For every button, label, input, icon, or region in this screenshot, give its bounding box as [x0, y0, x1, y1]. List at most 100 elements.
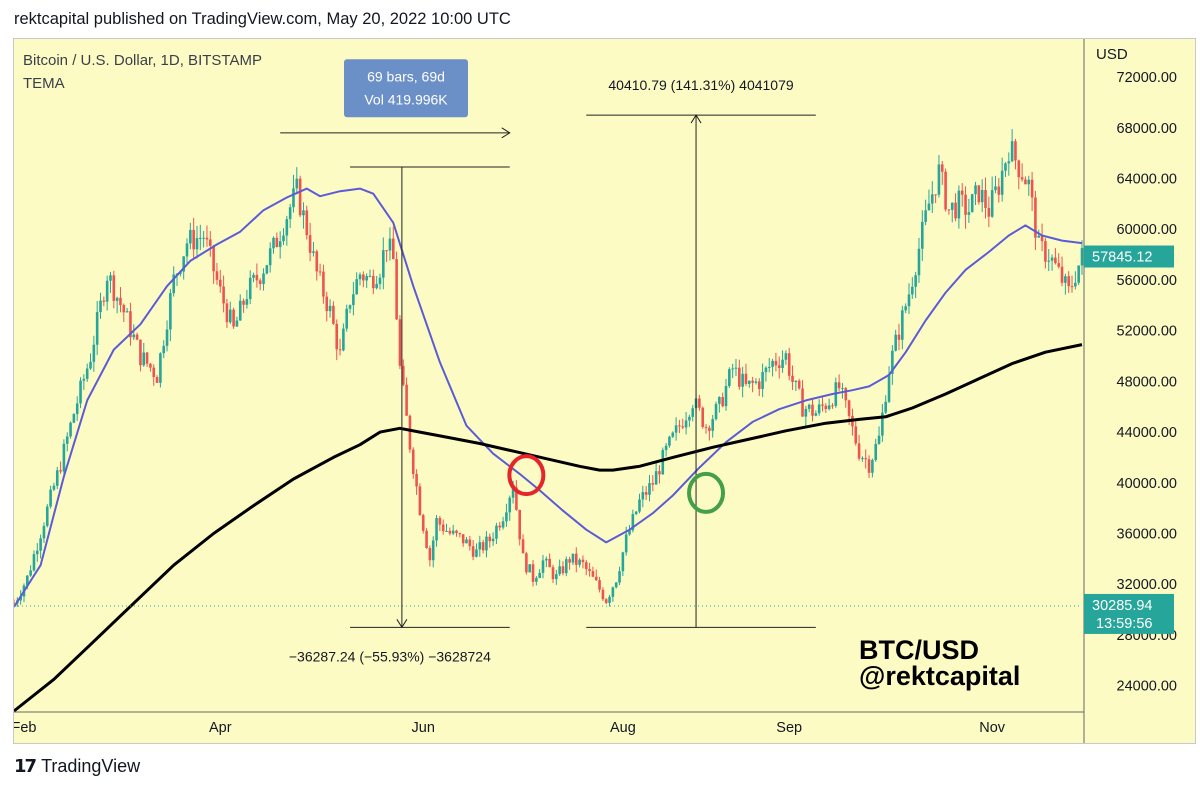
- candle: [731, 363, 734, 379]
- candle-body: [62, 443, 66, 472]
- tradingview-footer[interactable]: 17 TradingView: [14, 756, 140, 777]
- watermark-handle: @rektcapital: [859, 661, 1020, 691]
- candle-body: [631, 514, 635, 531]
- candle: [418, 483, 422, 516]
- price-badges: 57845.12 30285.94 13:59:56: [1084, 245, 1174, 634]
- candle: [1027, 175, 1031, 196]
- candle-body: [744, 373, 748, 384]
- candle: [302, 202, 305, 229]
- candle: [501, 516, 505, 530]
- candle-body: [997, 186, 1001, 195]
- candle: [109, 271, 112, 293]
- candle: [79, 377, 82, 409]
- candle: [711, 414, 714, 438]
- candle-body: [89, 361, 92, 369]
- candle-body: [335, 323, 339, 350]
- candle: [911, 277, 914, 299]
- rise-measure-label: 40410.79 (141.31%) 4041079: [608, 77, 793, 93]
- candle: [451, 524, 455, 536]
- candle-body: [1000, 170, 1004, 195]
- candle-body: [894, 334, 897, 351]
- candle-body: [391, 238, 395, 260]
- candle: [611, 586, 615, 602]
- candle-body: [302, 210, 305, 216]
- candle: [195, 225, 199, 259]
- price-tick-label: 60000.00: [1117, 222, 1177, 238]
- candle: [940, 160, 944, 185]
- candle: [954, 193, 957, 222]
- candle-body: [112, 275, 116, 301]
- ema-black-line: [14, 343, 1083, 713]
- candle: [944, 168, 947, 212]
- candle: [781, 350, 784, 373]
- candlestick-chart[interactable]: 69 bars, 69d Vol 419.996K −36287.24 (−55.9…: [14, 39, 1196, 744]
- price-tick-label: 24000.00: [1117, 679, 1177, 695]
- price-tick-label: 32000.00: [1117, 577, 1177, 593]
- candle-body: [218, 279, 222, 287]
- candle: [375, 275, 378, 290]
- candle-body: [980, 189, 984, 203]
- candle-body: [205, 237, 209, 240]
- candle: [638, 493, 641, 514]
- candle-body: [1070, 286, 1074, 288]
- candle: [1067, 271, 1070, 293]
- candle: [52, 482, 56, 492]
- candle: [35, 543, 39, 562]
- candle: [518, 509, 522, 546]
- candle: [960, 183, 964, 207]
- candle-body: [172, 274, 176, 294]
- candle: [1040, 223, 1044, 252]
- candle-body: [937, 164, 941, 195]
- candle: [977, 185, 981, 205]
- candle: [255, 263, 259, 288]
- candle: [435, 514, 438, 547]
- candle-body: [624, 534, 628, 553]
- candle-body: [831, 405, 834, 407]
- candle-body: [511, 487, 515, 498]
- candle-body: [165, 329, 169, 346]
- candle: [368, 269, 372, 278]
- drop-measure-label: −36287.24 (−55.93%) −3628724: [289, 648, 491, 664]
- candle: [488, 533, 492, 548]
- candle: [228, 301, 232, 325]
- candle: [777, 356, 781, 379]
- last-price-badge: [1084, 245, 1174, 268]
- candle-body: [1067, 276, 1070, 287]
- candle-body: [505, 512, 508, 522]
- candle-body: [142, 352, 146, 366]
- candle: [791, 365, 794, 391]
- candle: [122, 303, 126, 323]
- candle: [704, 424, 708, 434]
- candle: [674, 417, 678, 441]
- candle-body: [751, 380, 754, 383]
- candle: [338, 338, 342, 356]
- candle-body: [401, 365, 405, 385]
- candle-body: [501, 521, 505, 528]
- candle-body: [105, 280, 109, 302]
- candle: [481, 539, 485, 554]
- candle-body: [398, 319, 402, 366]
- price-tick-label: 48000.00: [1117, 374, 1177, 390]
- candle-body: [930, 194, 934, 204]
- chart-frame[interactable]: 69 bars, 69d Vol 419.996K −36287.24 (−55.9…: [13, 38, 1196, 744]
- candle: [608, 594, 611, 607]
- candle-body: [298, 178, 302, 216]
- candle: [169, 288, 172, 342]
- candle: [212, 244, 215, 284]
- candle-body: [644, 492, 648, 495]
- candle-body: [804, 408, 808, 417]
- candle: [814, 410, 818, 417]
- candle-body: [238, 300, 242, 321]
- candle: [262, 268, 265, 291]
- candle-body: [445, 530, 448, 532]
- candle-body: [145, 352, 149, 364]
- candle: [65, 432, 69, 452]
- candle: [14, 599, 16, 605]
- candle-body: [864, 458, 868, 460]
- candle: [189, 222, 192, 250]
- candle-body: [994, 186, 997, 191]
- rise-measure-arrow-head: [690, 114, 702, 124]
- candle: [701, 406, 705, 429]
- candle: [937, 155, 941, 198]
- candle-body: [841, 388, 844, 390]
